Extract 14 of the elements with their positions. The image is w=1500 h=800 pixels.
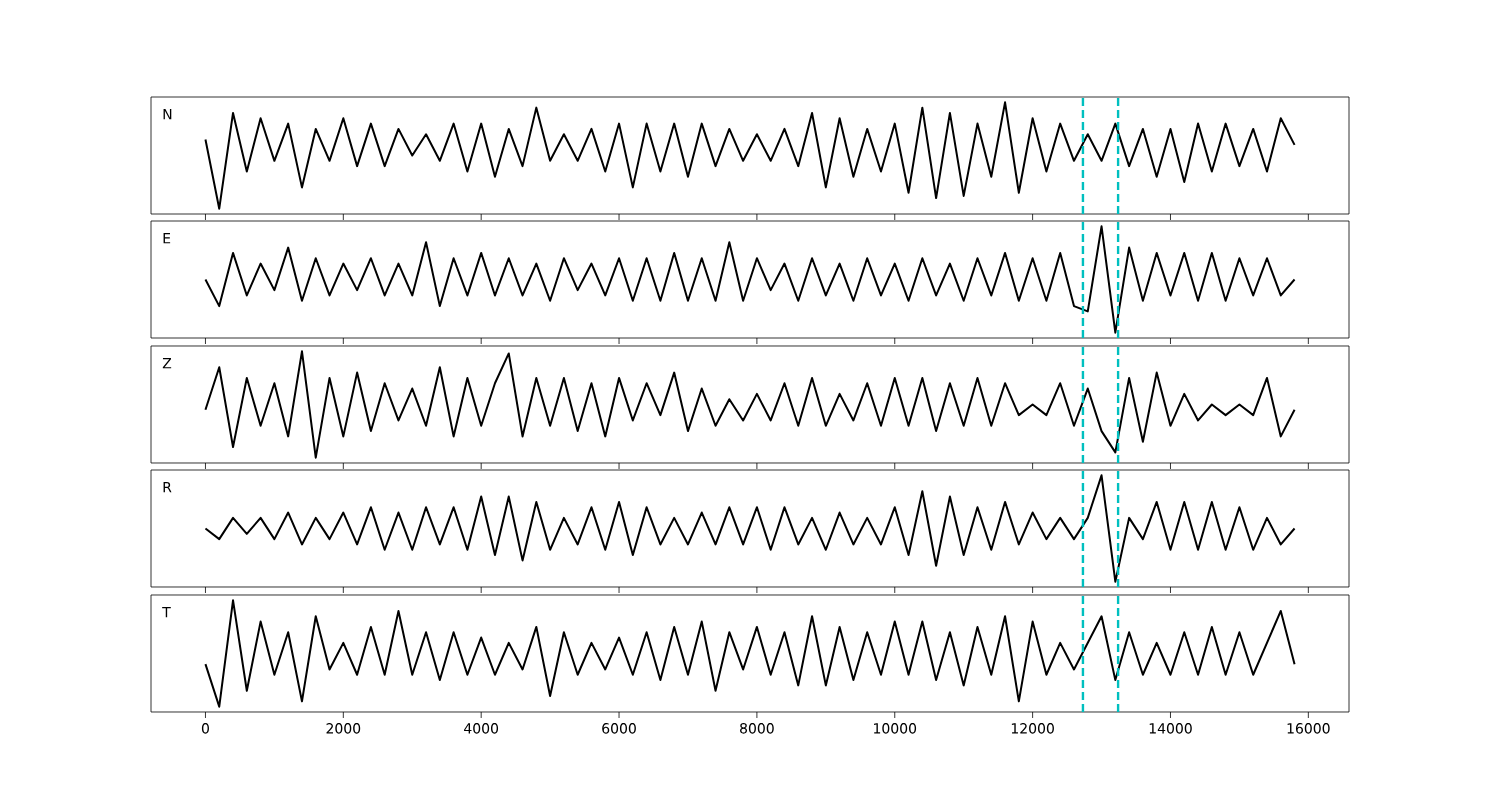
chart-title: T (162, 607, 171, 618)
x-tick-label: 2000 (326, 723, 361, 734)
chart-title: E (163, 233, 171, 244)
x-tick-label: 0 (201, 723, 209, 734)
x-tick-label: 10000 (874, 723, 917, 734)
x-tick-label: 12000 (1011, 723, 1054, 734)
x-tick-label: 4000 (464, 723, 499, 734)
x-tick-label: 8000 (740, 723, 774, 734)
chart-title: R (163, 482, 172, 493)
x-tick-label: 14000 (1149, 723, 1192, 734)
x-tick-label: 16000 (1287, 723, 1330, 734)
chart-title: N (163, 109, 172, 120)
chart-title: Z (162, 358, 172, 369)
x-tick-label: 6000 (602, 723, 636, 734)
